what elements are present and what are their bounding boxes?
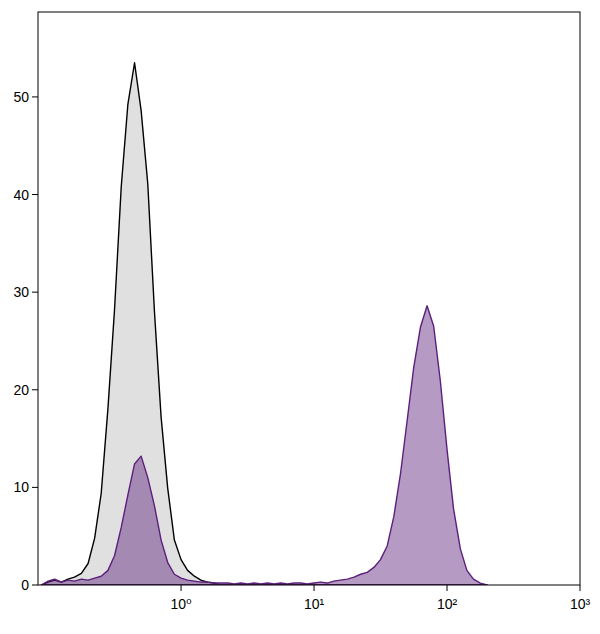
y-tick	[32, 292, 38, 293]
y-tick	[32, 585, 38, 586]
histogram-area	[41, 63, 487, 585]
chart: 0 10 20 30 40 50 10⁰ 10¹ 10² 10³	[0, 0, 600, 634]
plot-area	[41, 63, 487, 585]
y-tick-label: 20	[13, 382, 29, 398]
x-tick	[181, 585, 182, 591]
y-tick	[32, 389, 38, 390]
plot-frame	[38, 12, 580, 585]
y-tick-label: 0	[21, 577, 29, 593]
y-tick-label: 30	[13, 284, 29, 300]
x-tick	[447, 585, 448, 591]
y-tick-label: 40	[13, 187, 29, 203]
x-tick-label: 10³	[570, 596, 591, 612]
x-tick	[314, 585, 315, 591]
y-tick-label: 10	[13, 479, 29, 495]
x-tick-label: 10¹	[304, 596, 325, 612]
x-tick-label: 10⁰	[170, 596, 192, 612]
x-tick-label: 10²	[437, 596, 458, 612]
histogram-area	[41, 306, 487, 585]
y-tick	[32, 96, 38, 97]
y-tick-label: 50	[13, 89, 29, 105]
x-tick	[580, 585, 581, 591]
y-tick	[32, 487, 38, 488]
y-tick	[32, 194, 38, 195]
